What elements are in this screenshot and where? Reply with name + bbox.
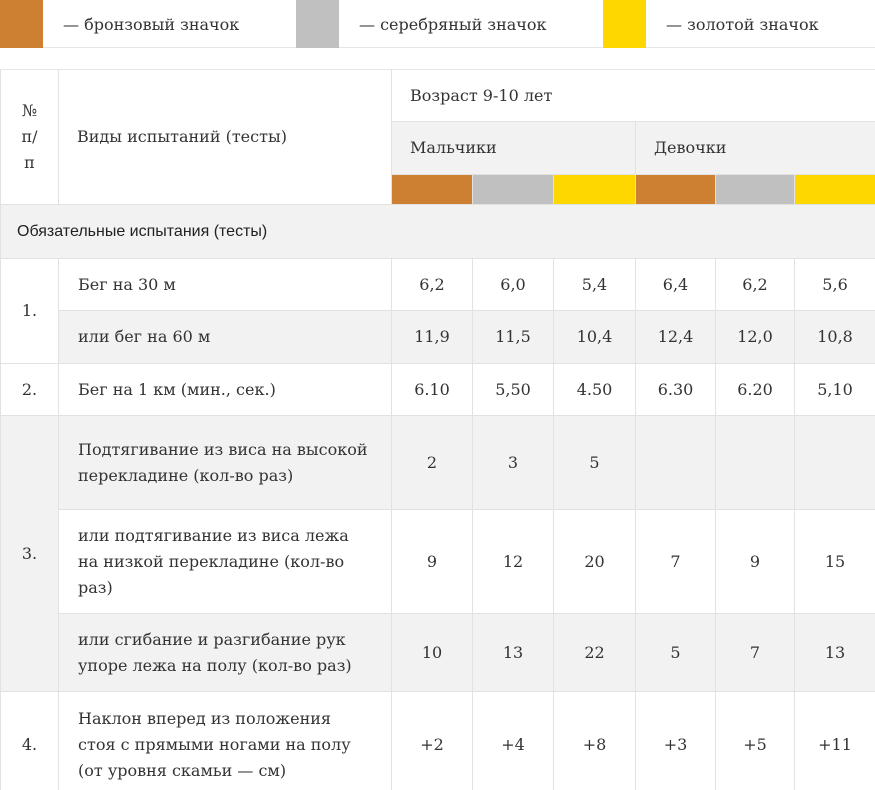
value-cell: 7 — [635, 509, 716, 614]
value-cell: 12,4 — [635, 310, 716, 364]
row-num-4: 4. — [0, 691, 59, 790]
gold-legend-label: — золотой значок — [666, 14, 819, 34]
test-name: или бег на 60 м — [58, 310, 392, 364]
girls-bronze-header — [635, 174, 716, 205]
row-num-3: 3. — [0, 415, 59, 692]
badge-legend: — бронзовый значок — серебряный значок —… — [0, 0, 875, 48]
value-cell: 9 — [715, 509, 795, 614]
silver-legend-label: — серебряный значок — [359, 14, 547, 34]
value-cell: +2 — [391, 691, 473, 790]
header-num-label: № п/п — [21, 101, 38, 172]
header-age-label: Возраст 9-10 лет — [410, 85, 553, 105]
value-cell: 5,6 — [793, 258, 875, 311]
gold-swatch — [603, 0, 646, 48]
value-cell: 11,5 — [472, 310, 554, 364]
value-cell — [635, 415, 716, 510]
section-title-cell: Обязательные испытания (тесты) — [0, 204, 875, 259]
test-name: Наклон вперед из положения стоя с прямым… — [58, 691, 392, 790]
value-cell: 2 — [391, 415, 473, 510]
value-cell: 5,50 — [472, 363, 554, 416]
value-cell: +8 — [553, 691, 636, 790]
row-num-1: 1. — [0, 258, 59, 364]
header-tests-label: Виды испытаний (тесты) — [77, 127, 287, 146]
value-cell: 6,2 — [391, 258, 473, 311]
value-cell: 7 — [715, 613, 795, 692]
value-cell: 5 — [553, 415, 636, 510]
value-cell: 6.10 — [391, 363, 473, 416]
value-cell: 15 — [793, 509, 875, 614]
value-cell: 5,10 — [793, 363, 875, 416]
section-title: Обязательные испытания (тесты) — [17, 222, 268, 240]
value-cell — [793, 415, 875, 510]
value-cell: 6,2 — [715, 258, 795, 311]
value-cell: 10,4 — [553, 310, 636, 364]
value-cell: 10 — [391, 613, 473, 692]
value-cell: 12,0 — [715, 310, 795, 364]
bronze-legend-label: — бронзовый значок — [63, 14, 240, 34]
norms-table: № п/п Виды испытаний (тесты) Возраст 9-1… — [0, 69, 875, 790]
value-cell: 9 — [391, 509, 473, 614]
test-name: Бег на 1 км (мин., сек.) — [58, 363, 392, 416]
value-cell: 10,8 — [793, 310, 875, 364]
girls-silver-header — [715, 174, 795, 205]
girls-gold-header — [793, 174, 875, 205]
test-name: Бег на 30 м — [58, 258, 392, 311]
value-cell: 22 — [553, 613, 636, 692]
header-girls-cell: Девочки — [634, 121, 875, 175]
header-boys-label: Мальчики — [410, 138, 497, 157]
value-cell: +3 — [635, 691, 716, 790]
test-name: Подтягивание из виса на высокой переклад… — [58, 415, 392, 510]
value-cell: 5 — [635, 613, 716, 692]
value-cell: 6,0 — [472, 258, 554, 311]
test-name: или сгибание и разгибание рук упоре лежа… — [58, 613, 392, 692]
test-name: или подтягивание из виса лежа на низкой … — [58, 509, 392, 614]
boys-gold-header — [553, 174, 636, 205]
value-cell: 6.20 — [715, 363, 795, 416]
value-cell: 13 — [793, 613, 875, 692]
header-girls-label: Девочки — [654, 138, 727, 157]
row-num-2: 2. — [0, 363, 59, 416]
value-cell: 5,4 — [553, 258, 636, 311]
header-num-cell: № п/п — [0, 69, 59, 205]
bronze-swatch — [0, 0, 43, 48]
value-cell: +11 — [793, 691, 875, 790]
value-cell: 12 — [472, 509, 554, 614]
boys-silver-header — [472, 174, 554, 205]
value-cell: 20 — [553, 509, 636, 614]
value-cell: 6,4 — [635, 258, 716, 311]
value-cell: +5 — [715, 691, 795, 790]
value-cell: +4 — [472, 691, 554, 790]
value-cell: 11,9 — [391, 310, 473, 364]
header-age-cell: Возраст 9-10 лет — [390, 69, 875, 122]
silver-swatch — [296, 0, 339, 48]
value-cell: 3 — [472, 415, 554, 510]
value-cell: 6.30 — [635, 363, 716, 416]
value-cell — [715, 415, 795, 510]
value-cell: 4.50 — [553, 363, 636, 416]
header-tests-cell: Виды испытаний (тесты) — [58, 69, 392, 205]
value-cell: 13 — [472, 613, 554, 692]
boys-bronze-header — [391, 174, 473, 205]
header-boys-cell: Мальчики — [391, 121, 636, 175]
